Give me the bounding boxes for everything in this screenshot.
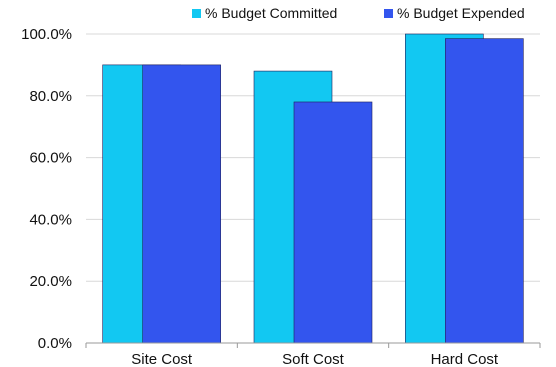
bar-expended-soft-cost: [293, 101, 373, 344]
legend-swatch: [192, 9, 201, 18]
y-tick-label: 60.0%: [29, 150, 72, 167]
x-category-label: Soft Cost: [282, 351, 345, 367]
y-tick-label: 100.0%: [21, 26, 72, 43]
legend-item: % Budget Expended: [384, 5, 525, 21]
y-tick-label: 40.0%: [29, 211, 72, 228]
y-tick-label: 80.0%: [29, 88, 72, 105]
legend-label: % Budget Expended: [397, 5, 525, 21]
legend-swatch: [384, 9, 393, 18]
x-axis: [85, 342, 541, 348]
bar-expended-site-cost: [142, 64, 221, 344]
bars: [102, 33, 524, 344]
y-tick-label: 0.0%: [38, 335, 72, 352]
bar-expended-hard-cost: [445, 38, 524, 344]
y-axis-tick-labels: 0.0% 20.0% 40.0% 60.0% 80.0% 100.0%: [21, 26, 72, 352]
x-category-label: Hard Cost: [431, 351, 499, 367]
legend-label: % Budget Committed: [205, 5, 337, 21]
y-tick-label: 20.0%: [29, 273, 72, 290]
legend: % Budget Committed % Budget Expended: [192, 5, 525, 21]
x-category-label: Site Cost: [131, 351, 193, 367]
x-axis-category-labels: Site Cost Soft Cost Hard Cost: [131, 351, 499, 367]
legend-item: % Budget Committed: [192, 5, 337, 21]
